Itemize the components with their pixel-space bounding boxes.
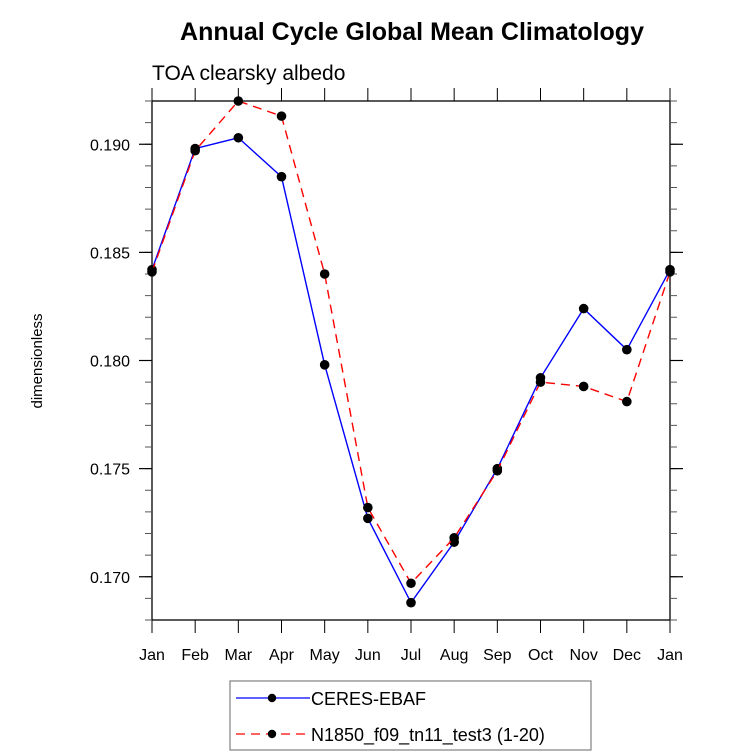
x-tick-label: Apr bbox=[269, 647, 295, 664]
legend-marker bbox=[267, 729, 277, 739]
data-point bbox=[535, 377, 546, 387]
data-point bbox=[622, 344, 632, 355]
legend-box bbox=[229, 680, 592, 751]
y-tick-label: 0.190 bbox=[90, 137, 130, 154]
data-point bbox=[276, 171, 287, 182]
data-point bbox=[147, 267, 157, 277]
x-tick-label: Dec bbox=[613, 647, 641, 664]
legend-label: N1850_f09_tn11_test3 (1-20) bbox=[311, 725, 545, 746]
data-point bbox=[406, 578, 416, 589]
x-tick-label: Jan bbox=[657, 647, 683, 664]
x-tick-label: Mar bbox=[225, 647, 253, 664]
data-point bbox=[578, 381, 589, 392]
data-point bbox=[622, 396, 632, 407]
x-tick-label: Feb bbox=[181, 647, 209, 664]
legend-marker bbox=[267, 693, 277, 703]
y-tick-label: 0.180 bbox=[90, 354, 130, 371]
data-point bbox=[665, 267, 675, 277]
data-point bbox=[233, 96, 244, 106]
series-model bbox=[147, 96, 675, 589]
chart-title: Annual Cycle Global Mean Climatology bbox=[180, 18, 644, 46]
axes: Jan Feb Mar Apr May Jun Jul Aug Sep Oct Nov Dec Jan 0… bbox=[90, 88, 683, 664]
x-tick-label: Jul bbox=[401, 647, 421, 664]
series-layer bbox=[147, 96, 675, 608]
data-point bbox=[363, 502, 373, 513]
series-line bbox=[151, 100, 671, 585]
data-point bbox=[190, 145, 200, 156]
x-tick-label: Aug bbox=[440, 647, 468, 664]
y-axis-label: dimensionless bbox=[29, 313, 46, 408]
data-point bbox=[578, 303, 589, 314]
x-tick-label: Oct bbox=[528, 647, 553, 664]
data-point bbox=[319, 269, 330, 279]
legend: CERES-EBAF N1850_f09_tn11_test3 (1-20) bbox=[229, 680, 592, 751]
series-line bbox=[151, 136, 671, 605]
data-point bbox=[233, 132, 244, 143]
y-tick-label: 0.185 bbox=[90, 245, 130, 262]
data-point bbox=[363, 513, 373, 524]
x-tick-label: Jun bbox=[355, 647, 381, 664]
legend-label: CERES-EBAF bbox=[311, 689, 426, 709]
data-point bbox=[449, 533, 459, 543]
data-point bbox=[319, 360, 330, 370]
series-ceres-ebaf bbox=[147, 132, 675, 608]
x-tick-label: Sep bbox=[483, 647, 512, 664]
x-tick-label: May bbox=[310, 647, 340, 664]
plot-frame bbox=[151, 100, 671, 621]
x-tick-label: Nov bbox=[569, 647, 597, 664]
y-tick-label: 0.170 bbox=[90, 570, 130, 587]
y-tick-label: 0.175 bbox=[90, 462, 130, 479]
x-tick-label: Jan bbox=[139, 647, 165, 664]
data-point bbox=[492, 465, 503, 476]
data-point bbox=[406, 597, 416, 608]
chart-subtitle: TOA clearsky albedo bbox=[152, 62, 345, 85]
data-point bbox=[276, 111, 287, 121]
